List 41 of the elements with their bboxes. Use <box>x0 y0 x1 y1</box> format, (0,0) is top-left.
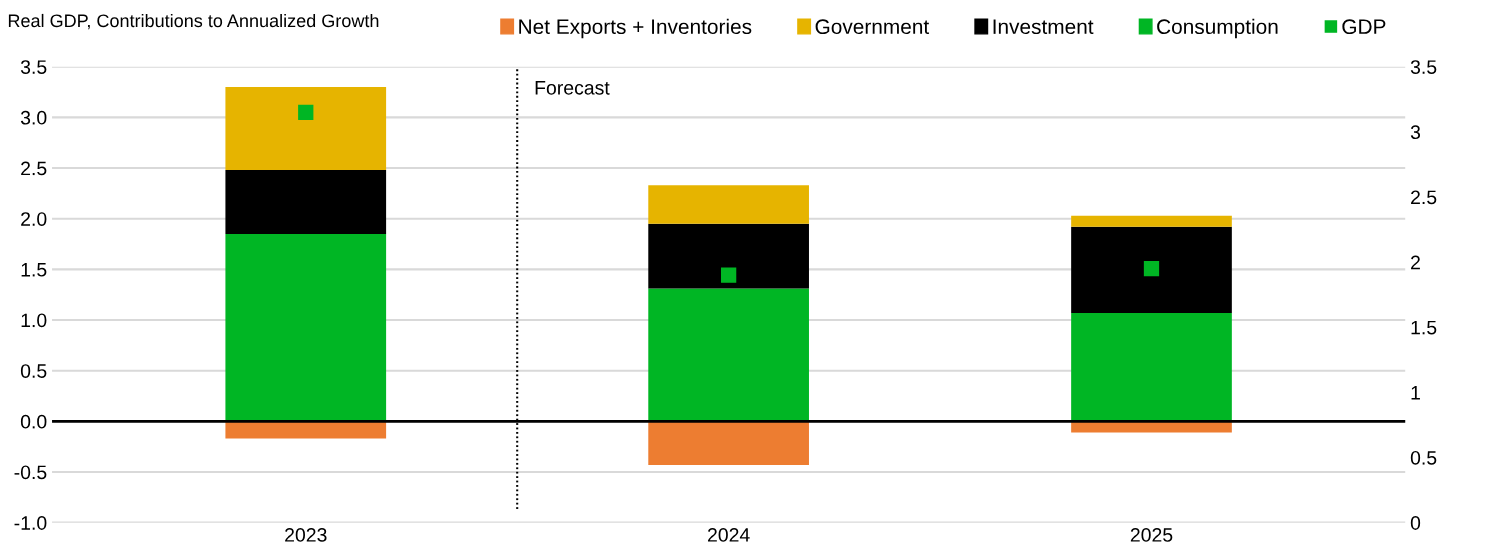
y-tick-label: 1.5 <box>21 263 47 277</box>
point <box>298 104 314 120</box>
bar <box>648 223 809 289</box>
x-tick-label: 2023 <box>285 528 327 542</box>
bar <box>225 233 387 422</box>
bar <box>648 421 809 465</box>
bar <box>225 170 387 234</box>
y-tick-label: 0.0 <box>20 414 47 429</box>
legend-label: GDP <box>1342 19 1386 35</box>
bar <box>1071 215 1232 227</box>
y-tick-label: -1.0 <box>14 516 47 530</box>
y-tick-label: -0.5 <box>14 465 47 480</box>
legend-label: Investment <box>993 19 1094 35</box>
bar <box>225 86 387 171</box>
legend-label: Government <box>815 19 930 35</box>
annotation: Forecast <box>535 81 610 95</box>
y2-tick-label: 2.5 <box>1411 190 1437 205</box>
y2-tick-label: 0 <box>1410 516 1421 530</box>
y2-tick-label: 0.5 <box>1410 450 1437 465</box>
y-tick-label: 3.0 <box>20 110 47 125</box>
x-tick-label: 2025 <box>1130 528 1173 542</box>
y2-tick-label: 1.5 <box>1411 320 1437 335</box>
legend-label: Consumption <box>1157 18 1278 39</box>
y-tick-label: 2.5 <box>21 161 47 176</box>
y-tick-label: 1.0 <box>21 313 47 328</box>
bar <box>1071 312 1232 422</box>
y-tick-label: 3.5 <box>20 60 47 74</box>
y2-tick-label: 1 <box>1411 386 1420 400</box>
y-tick-label: 0.5 <box>20 364 47 378</box>
point <box>720 267 737 283</box>
bar <box>648 288 809 422</box>
legend-label: Net Exports + Inventories <box>519 18 752 39</box>
y-tick-label: 2.0 <box>21 212 47 226</box>
x-tick-label: 2024 <box>707 528 750 542</box>
bar <box>648 185 809 224</box>
y2-tick-label: 2 <box>1411 255 1420 270</box>
bar <box>1071 226 1232 313</box>
point <box>1143 260 1160 277</box>
y2-tick-label: 3 <box>1410 125 1421 140</box>
chart-title: Real GDP, Contributions to Annualized Growth <box>8 13 379 30</box>
y2-tick-label: 3.5 <box>1410 60 1437 74</box>
